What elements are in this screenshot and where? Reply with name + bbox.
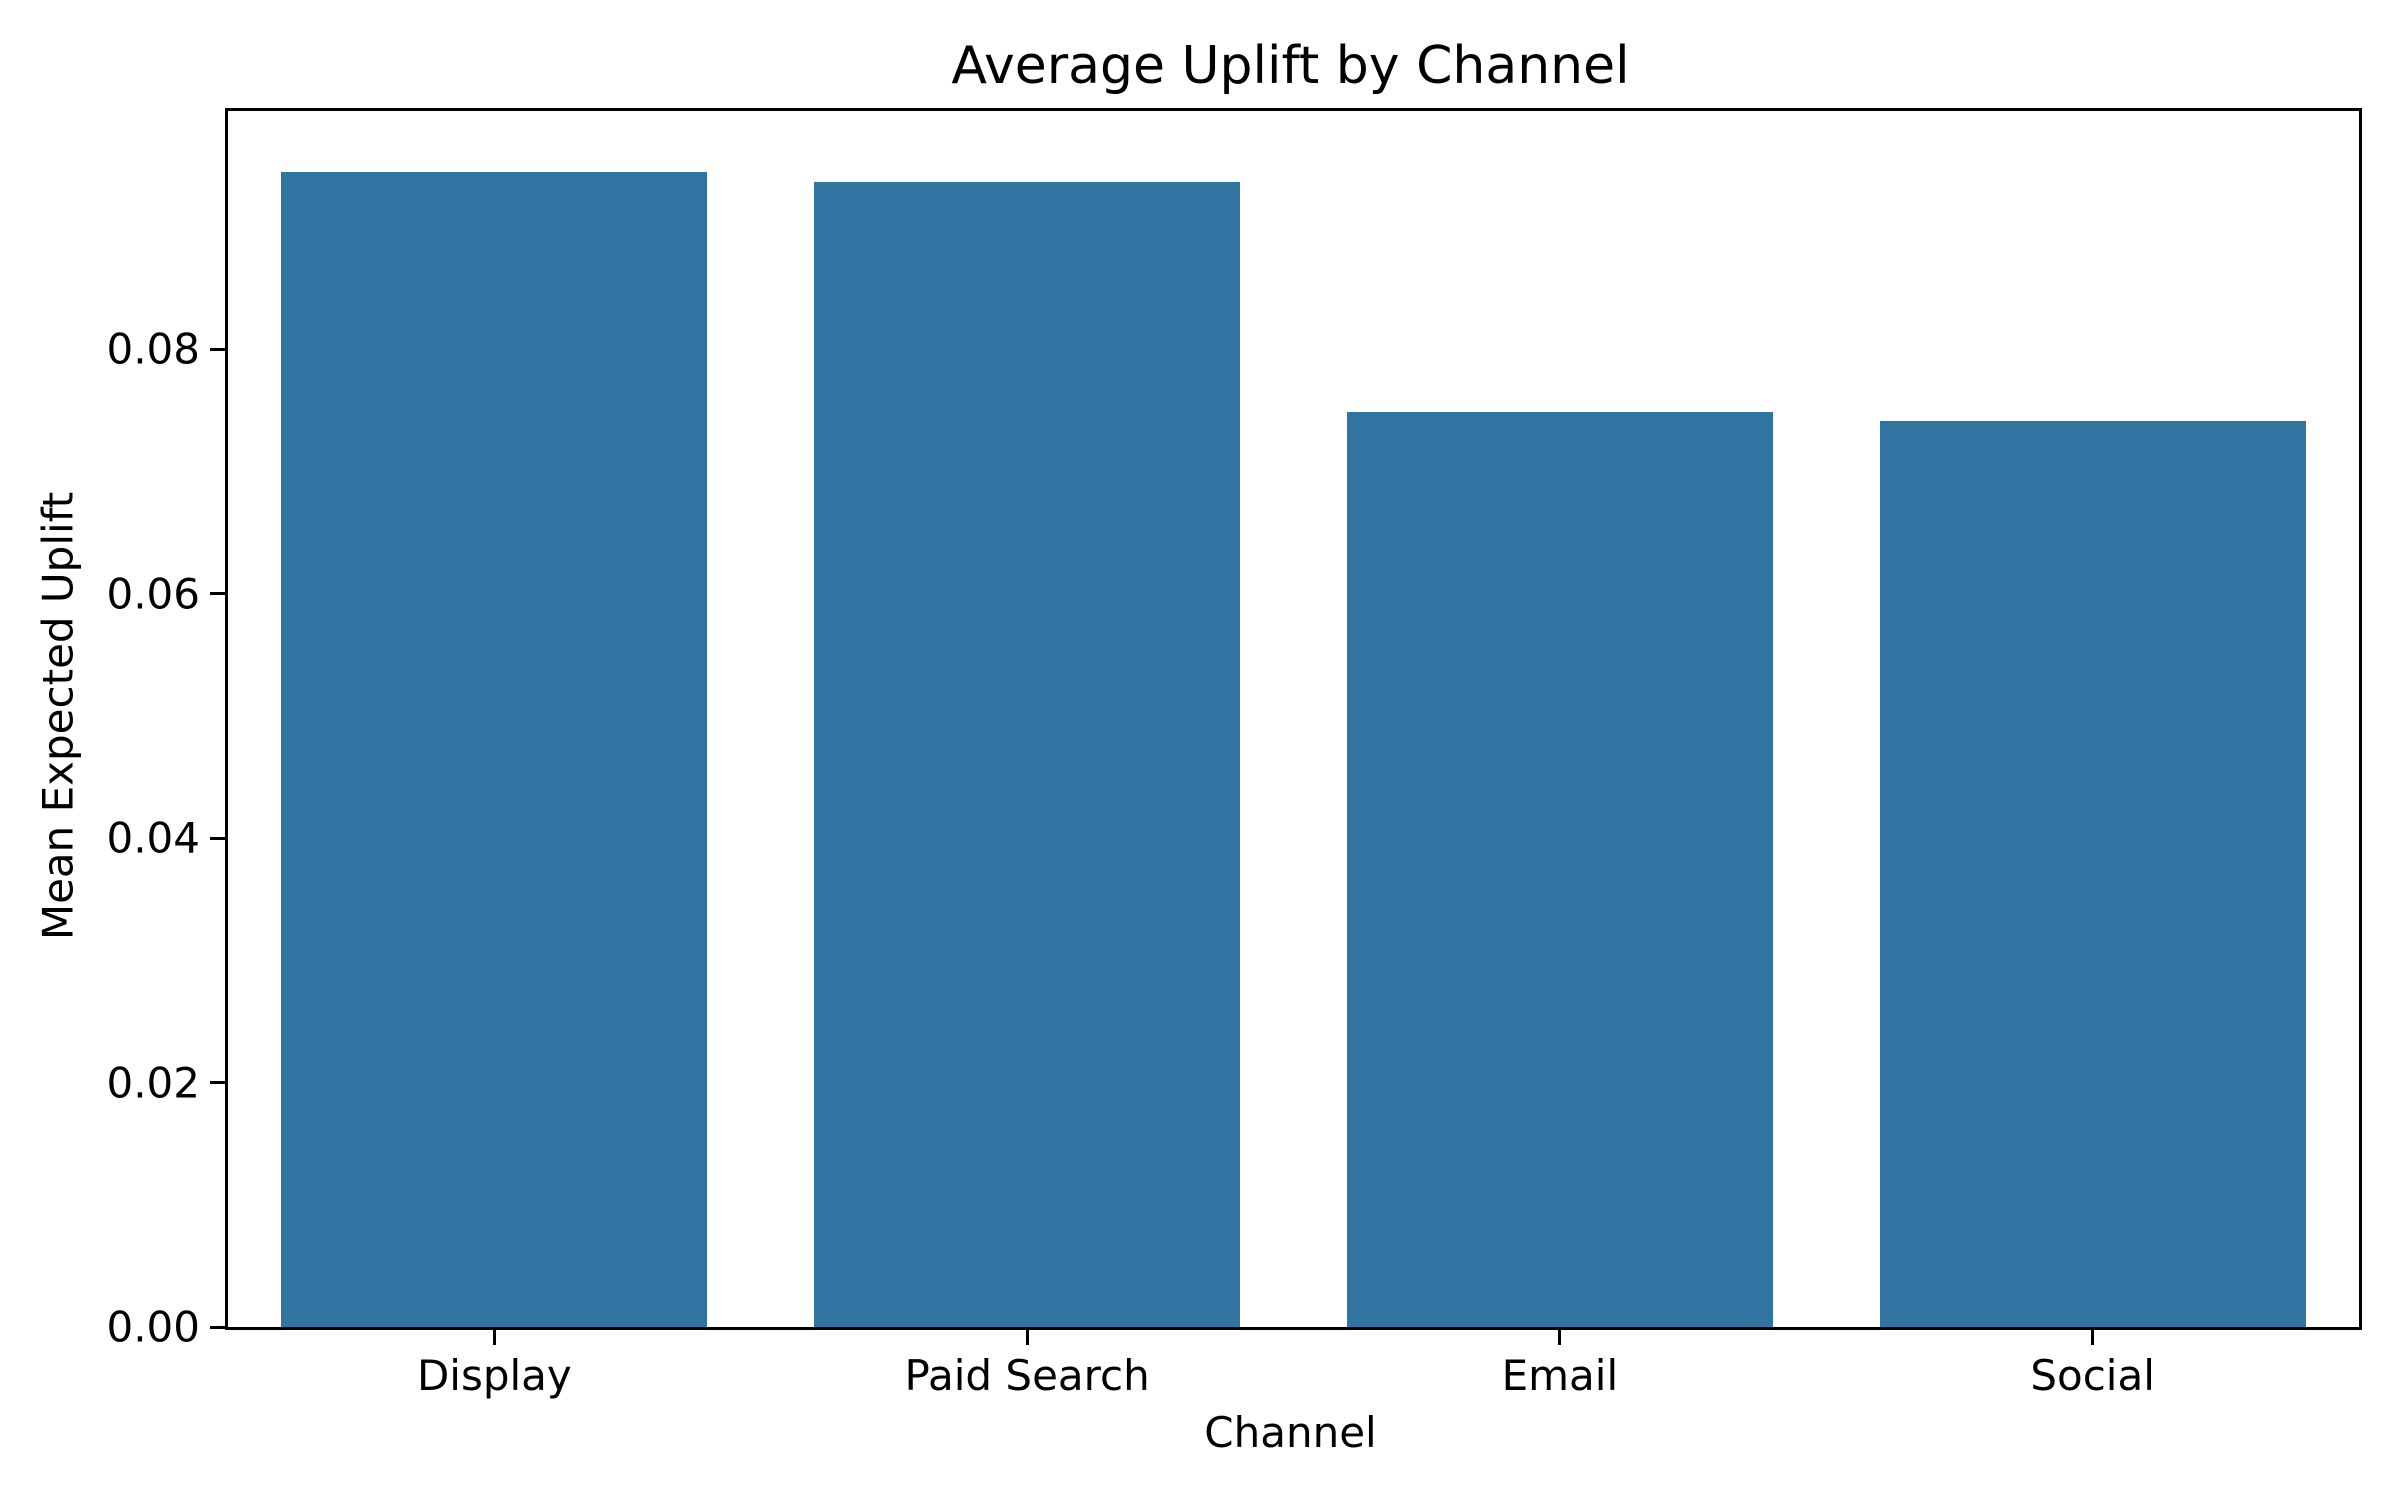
x-tick-mark (492, 1330, 496, 1345)
y-tick-mark (210, 1081, 225, 1085)
y-tick-label: 0.00 (106, 1302, 200, 1352)
x-tick-label-social: Social (2030, 1351, 2155, 1400)
x-tick-label-display: Display (416, 1351, 572, 1400)
bar-email (1346, 411, 1773, 1327)
plot-area: 0.00 0.02 0.04 0.06 0.08 Display Paid Search Em… (106, 108, 2362, 1400)
x-tick-mark (2091, 1330, 2095, 1345)
x-tick-label-paid-search: Paid Search (904, 1351, 1150, 1400)
y-tick-label: 0.08 (106, 324, 200, 374)
y-tick-mark (210, 836, 225, 840)
x-tick-mark (1558, 1330, 1562, 1345)
bar-social (1879, 421, 2306, 1327)
bar-display (281, 172, 708, 1327)
y-tick-mark (210, 592, 225, 596)
x-tick-label-email: Email (1501, 1351, 1619, 1400)
y-tick-label: 0.04 (106, 813, 200, 863)
y-tick-mark (210, 347, 225, 351)
x-axis-label: Channel (1204, 1408, 1377, 1457)
x-tick-mark (1025, 1330, 1029, 1345)
y-axis-label: Mean Expected Uplift (33, 491, 83, 941)
y-tick-label: 0.06 (106, 569, 200, 619)
chart-title: Average Uplift by Channel (951, 36, 1630, 96)
y-tick-label: 0.02 (106, 1058, 200, 1108)
y-tick-mark (210, 1325, 225, 1329)
bar-paid-search (814, 181, 1241, 1327)
